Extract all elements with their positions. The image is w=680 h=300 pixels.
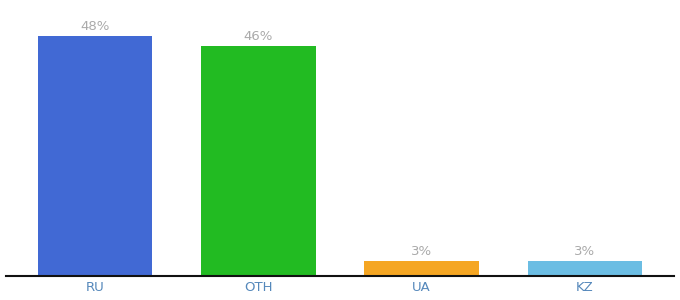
Text: 3%: 3% [411, 245, 432, 258]
Text: 3%: 3% [574, 245, 595, 258]
Text: 48%: 48% [81, 20, 110, 33]
Bar [364, 261, 479, 276]
Bar [38, 36, 152, 276]
Bar [528, 261, 642, 276]
Bar [201, 46, 316, 276]
Text: 46%: 46% [243, 30, 273, 43]
